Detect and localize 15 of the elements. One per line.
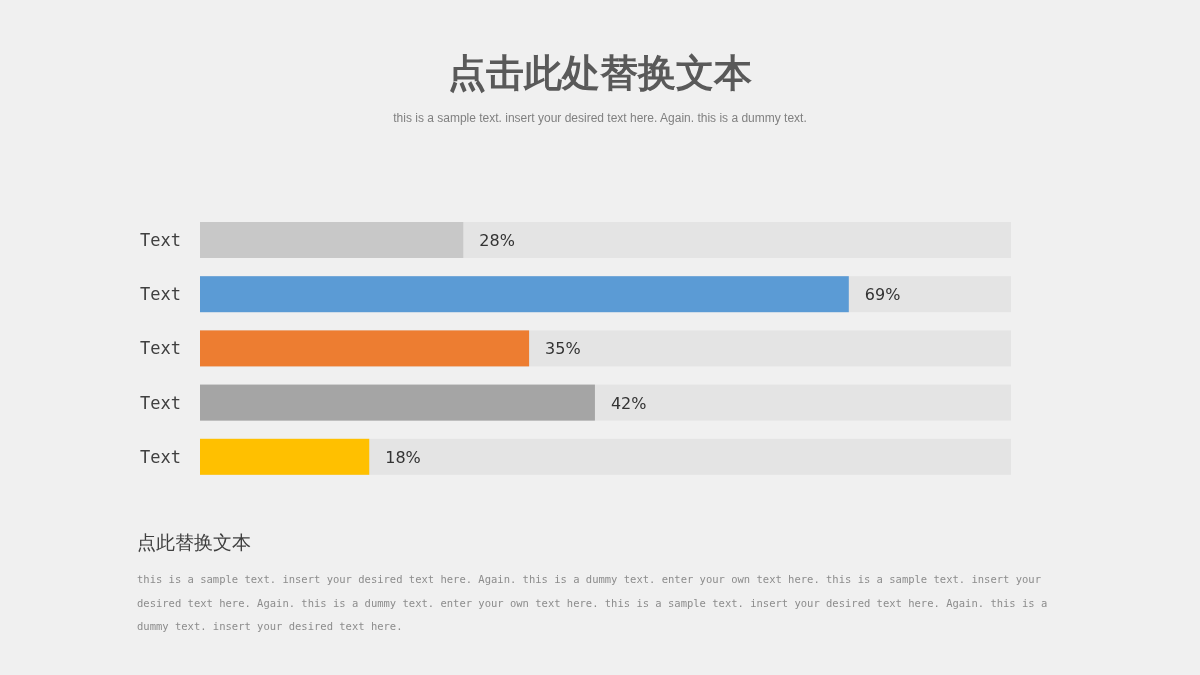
chart-subtitle: this is a sample text. insert your desired text here. Again. this is a dummy text. (393, 111, 807, 125)
data-label: 35% (545, 339, 581, 359)
chart-title: 点击此处替换文本 (448, 51, 752, 95)
data-label: 42% (610, 393, 647, 413)
y-tick-label: Text (140, 392, 181, 413)
y-tick-label: Text (140, 338, 181, 359)
y-tick-label: Text (140, 230, 181, 250)
text: 点此替换文本 (137, 530, 251, 555)
y-tick-label: Text (140, 284, 181, 305)
data-label: 18% (385, 447, 421, 467)
data-label: 69% (864, 285, 901, 305)
bar (200, 438, 370, 475)
y-tick-label: Text (140, 446, 181, 467)
data-label: 28% (479, 231, 515, 250)
text: this is a sample text. insert your desired text here. Again. this is a dummy text. enter your own text here. this is a sample text. insert your desired text here. Again. this is a dummy text. enter your own text here. this is a sample text. insert your desired text here. Again. this is a dummy text. insert your desired text here. (137, 572, 1049, 634)
